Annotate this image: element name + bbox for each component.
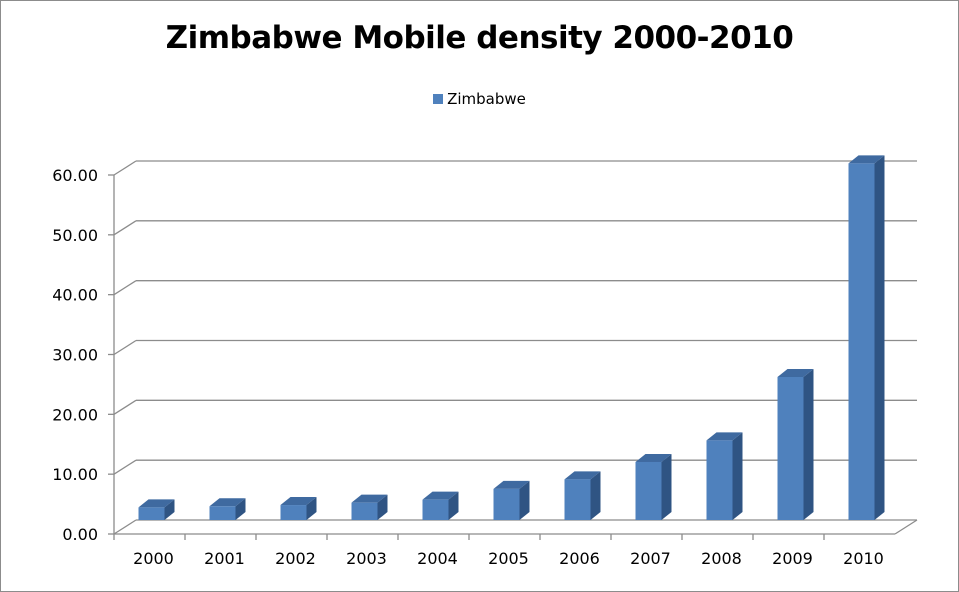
side-gridline <box>113 399 137 415</box>
bar-top <box>635 453 672 462</box>
x-tick-label: 2003 <box>346 549 387 568</box>
bar-top <box>848 155 885 164</box>
bar-side <box>874 155 885 521</box>
y-tick-label: 60.00 <box>52 166 98 185</box>
bar-side <box>590 471 601 520</box>
bar-top <box>209 498 246 507</box>
bar-top <box>138 499 175 508</box>
side-gridline <box>113 339 137 356</box>
y-tick-label: 40.00 <box>52 286 98 305</box>
side-gridline <box>113 519 137 535</box>
legend: Zimbabwe <box>0 90 959 108</box>
bar-side <box>306 497 317 520</box>
bar-top <box>706 432 743 441</box>
x-tick-label: 2007 <box>630 549 671 568</box>
bar <box>706 440 733 520</box>
bar <box>848 163 875 521</box>
bar-side <box>732 432 743 520</box>
bar <box>493 488 520 520</box>
bar <box>351 502 378 520</box>
bar-top <box>280 497 317 506</box>
x-tick-label: 2002 <box>275 549 316 568</box>
chart-title: Zimbabwe Mobile density 2000-2010 <box>165 20 794 56</box>
bar <box>209 506 236 520</box>
x-tick-label: 2009 <box>772 549 813 568</box>
side-gridline <box>113 280 137 296</box>
legend-label: Zimbabwe <box>447 90 526 108</box>
y-tick-label: 20.00 <box>52 405 98 424</box>
x-tick-label: 2010 <box>843 549 884 568</box>
x-tick-label: 2005 <box>488 549 529 568</box>
x-tick-label: 2000 <box>133 549 174 568</box>
bar-top <box>422 491 459 500</box>
bar-side <box>164 499 175 520</box>
y-tick-label: 30.00 <box>52 346 98 365</box>
bar <box>280 505 307 520</box>
floor-right-edge <box>894 519 918 535</box>
bar-side <box>661 453 672 520</box>
x-tick-label: 2008 <box>701 549 742 568</box>
x-tick-label: 2006 <box>559 549 600 568</box>
legend-swatch <box>433 94 444 104</box>
bar-top <box>493 480 530 489</box>
y-tick-label: 0.00 <box>62 525 98 544</box>
side-gridline <box>113 160 137 176</box>
bar-top <box>777 368 814 377</box>
y-tick-label: 10.00 <box>52 465 98 484</box>
bar-side <box>803 368 814 520</box>
bar <box>138 507 165 520</box>
x-tick-label: 2001 <box>204 549 245 568</box>
x-tick-label: 2004 <box>417 549 458 568</box>
bar-side <box>235 498 246 520</box>
bar <box>777 376 804 520</box>
side-gridline <box>113 459 137 475</box>
bar-top <box>564 471 601 480</box>
side-gridline <box>113 220 137 236</box>
bar-side <box>448 491 459 520</box>
bar-top <box>351 494 388 503</box>
y-tick-label: 50.00 <box>52 226 98 245</box>
bar <box>564 479 591 520</box>
bar-side <box>377 494 388 520</box>
bar <box>422 499 449 520</box>
bar-side <box>519 480 530 520</box>
bar <box>635 461 662 520</box>
